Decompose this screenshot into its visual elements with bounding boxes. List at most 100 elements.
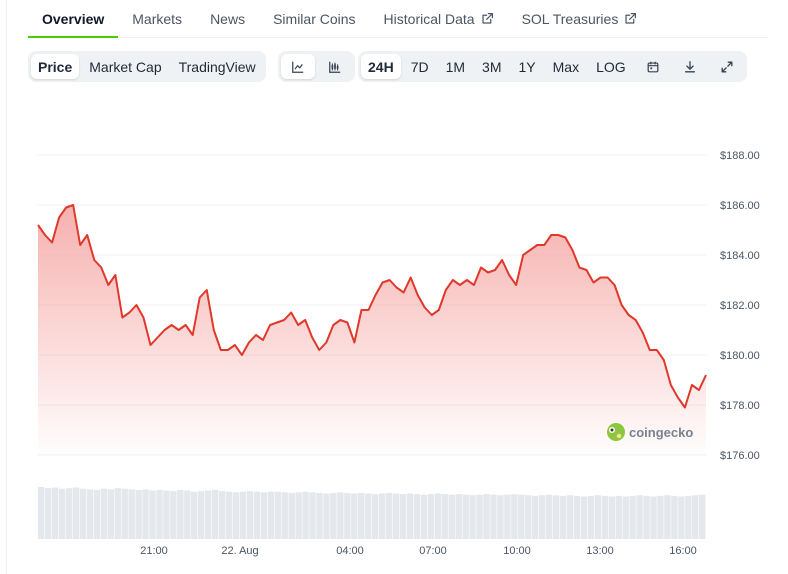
volume-bar — [93, 489, 101, 539]
range-1y-button[interactable]: 1Y — [518, 58, 536, 75]
expand-icon — [720, 60, 734, 74]
download-button[interactable] — [673, 54, 707, 79]
x-tick-label: 13:00 — [586, 545, 614, 557]
candlestick-chart-icon — [328, 60, 342, 74]
volume-bar — [114, 488, 121, 539]
view-market-cap-button[interactable]: Market Cap — [89, 58, 162, 75]
volume-bar — [650, 496, 657, 539]
watermark-text: coingecko — [629, 425, 693, 440]
volume-bar — [441, 494, 448, 539]
tab-markets[interactable]: Markets — [118, 0, 196, 38]
volume-bar — [372, 494, 379, 539]
volume-bar — [38, 487, 45, 539]
download-icon — [683, 60, 697, 74]
volume-bar — [539, 495, 546, 539]
volume-bar — [100, 488, 107, 539]
volume-bar — [573, 495, 581, 539]
range-max-button[interactable]: Max — [552, 58, 580, 75]
volume-bar — [580, 496, 588, 539]
volume-bar — [51, 487, 59, 539]
volume-bar — [420, 494, 428, 539]
x-tick-label: 21:00 — [140, 545, 168, 557]
view-tradingview-button[interactable]: TradingView — [178, 58, 256, 75]
volume-bar — [518, 494, 525, 539]
y-tick-label: $188.00 — [720, 150, 760, 162]
price-chart[interactable]: $188.00 $186.00 $184.00 $182.00 $180.00 $178.… — [0, 100, 788, 574]
line-chart-icon — [291, 60, 305, 74]
volume-bar — [79, 488, 87, 539]
tab-sol-treasuries[interactable]: SOL Treasuries — [508, 0, 652, 38]
tab-similar-coins[interactable]: Similar Coins — [259, 0, 369, 38]
volume-bar — [365, 493, 372, 539]
volume-bar — [142, 489, 149, 539]
expand-button[interactable] — [710, 54, 744, 79]
volume-bar — [427, 494, 435, 539]
x-tick-label: 22. Aug — [221, 545, 258, 557]
volume-bar — [552, 495, 560, 539]
volume-bar — [191, 491, 198, 539]
volume-bar — [344, 492, 351, 539]
volume-bar — [678, 496, 685, 539]
volume-bar — [622, 496, 629, 539]
range-7d-button[interactable]: 7D — [410, 58, 429, 75]
volume-bar — [170, 491, 177, 539]
volume-bar — [455, 494, 462, 539]
volume-bar — [218, 491, 226, 539]
coin-tabs: Overview Markets News Similar Coins Historic… — [28, 0, 768, 38]
line-chart-button[interactable] — [281, 54, 315, 79]
range-log-button[interactable]: LOG — [596, 58, 626, 75]
volume-bar — [671, 495, 678, 539]
volume-bar — [699, 494, 706, 539]
volume-bar — [490, 494, 497, 539]
coingecko-watermark: coingecko — [607, 423, 693, 441]
x-tick-label: 10:00 — [503, 545, 531, 557]
chart-type-group — [278, 51, 355, 82]
volume-bar — [156, 489, 163, 539]
view-price-button[interactable]: Price — [31, 54, 80, 79]
volume-bar — [281, 492, 288, 539]
tab-label: SOL Treasuries — [521, 11, 619, 27]
y-tick-label: $186.00 — [720, 200, 760, 212]
volume-bar — [184, 490, 191, 539]
x-tick-label: 07:00 — [419, 545, 447, 557]
volume-bar — [406, 493, 414, 539]
y-tick-label: $176.00 — [720, 450, 760, 462]
coingecko-logo-icon — [607, 423, 625, 441]
volume-bar — [566, 495, 574, 539]
volume-bar — [309, 492, 316, 539]
volume-bar — [330, 492, 337, 539]
volume-bar — [692, 495, 699, 539]
y-tick-label: $184.00 — [720, 250, 760, 262]
range-24h-button[interactable]: 24H — [361, 54, 401, 79]
volume-bar — [177, 489, 184, 539]
volume-bar — [121, 488, 128, 539]
volume-bar — [657, 495, 664, 539]
tab-label: Historical Data — [383, 11, 475, 27]
volume-bar — [601, 495, 608, 539]
range-1m-button[interactable]: 1M — [445, 58, 466, 75]
volume-bar — [260, 492, 268, 539]
volume-bar — [253, 491, 261, 539]
time-range-group: 24H 7D 1M 3M 1Y Max LOG — [358, 51, 747, 82]
tab-historical-data[interactable]: Historical Data — [370, 0, 508, 38]
tab-news[interactable]: News — [196, 0, 259, 38]
volume-bar — [636, 495, 643, 539]
volume-bar — [378, 493, 386, 539]
tab-label: Overview — [42, 11, 105, 27]
calendar-button[interactable] — [636, 54, 670, 79]
volume-bar — [337, 492, 344, 539]
candlestick-chart-button[interactable] — [318, 54, 352, 79]
volume-bar — [246, 491, 254, 539]
tab-overview[interactable]: Overview — [28, 0, 119, 38]
volume-bar — [413, 494, 421, 539]
x-tick-label: 16:00 — [669, 545, 697, 557]
volume-bar — [358, 492, 365, 539]
volume-bar — [58, 488, 66, 539]
range-3m-button[interactable]: 3M — [482, 58, 502, 75]
tab-label: News — [210, 11, 246, 27]
volume-bar — [532, 495, 539, 539]
volume-bar — [511, 494, 518, 539]
volume-bar — [497, 495, 504, 539]
volume-bar — [267, 491, 274, 539]
volume-bar — [302, 491, 309, 539]
